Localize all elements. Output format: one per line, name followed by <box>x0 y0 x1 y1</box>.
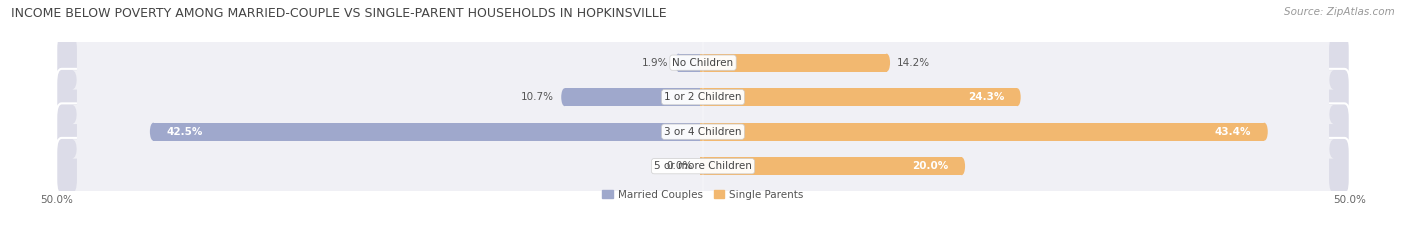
Text: 1.9%: 1.9% <box>641 58 668 68</box>
Text: 43.4%: 43.4% <box>1215 127 1251 137</box>
Bar <box>703 123 1264 141</box>
FancyBboxPatch shape <box>72 139 1334 193</box>
Text: 20.0%: 20.0% <box>912 161 949 171</box>
FancyBboxPatch shape <box>56 69 1350 126</box>
Ellipse shape <box>959 157 965 175</box>
Text: 42.5%: 42.5% <box>166 127 202 137</box>
Bar <box>565 88 703 106</box>
Bar <box>703 54 706 72</box>
Text: 10.7%: 10.7% <box>522 92 554 102</box>
Text: 1 or 2 Children: 1 or 2 Children <box>664 92 742 102</box>
Text: Source: ZipAtlas.com: Source: ZipAtlas.com <box>1284 7 1395 17</box>
Text: 5 or more Children: 5 or more Children <box>654 161 752 171</box>
Bar <box>700 123 703 141</box>
Text: 24.3%: 24.3% <box>967 92 1004 102</box>
FancyBboxPatch shape <box>56 103 1350 160</box>
Ellipse shape <box>1261 123 1268 141</box>
Bar <box>703 88 706 106</box>
Legend: Married Couples, Single Parents: Married Couples, Single Parents <box>599 185 807 204</box>
Text: 0.0%: 0.0% <box>666 161 693 171</box>
Bar <box>703 88 1018 106</box>
Text: 14.2%: 14.2% <box>897 58 931 68</box>
Ellipse shape <box>150 123 156 141</box>
Text: No Children: No Children <box>672 58 734 68</box>
Ellipse shape <box>675 54 682 72</box>
Bar <box>700 157 703 175</box>
Bar <box>679 54 703 72</box>
Text: INCOME BELOW POVERTY AMONG MARRIED-COUPLE VS SINGLE-PARENT HOUSEHOLDS IN HOPKINS: INCOME BELOW POVERTY AMONG MARRIED-COUPL… <box>11 7 666 20</box>
Ellipse shape <box>561 88 568 106</box>
Bar <box>703 123 706 141</box>
Ellipse shape <box>1014 88 1021 106</box>
FancyBboxPatch shape <box>56 138 1350 195</box>
Bar <box>703 157 962 175</box>
Bar <box>703 54 887 72</box>
FancyBboxPatch shape <box>56 34 1350 91</box>
FancyBboxPatch shape <box>72 36 1334 89</box>
Bar <box>700 88 703 106</box>
FancyBboxPatch shape <box>72 70 1334 124</box>
Text: 3 or 4 Children: 3 or 4 Children <box>664 127 742 137</box>
Ellipse shape <box>883 54 890 72</box>
Bar <box>700 54 703 72</box>
Bar <box>153 123 703 141</box>
FancyBboxPatch shape <box>72 105 1334 159</box>
